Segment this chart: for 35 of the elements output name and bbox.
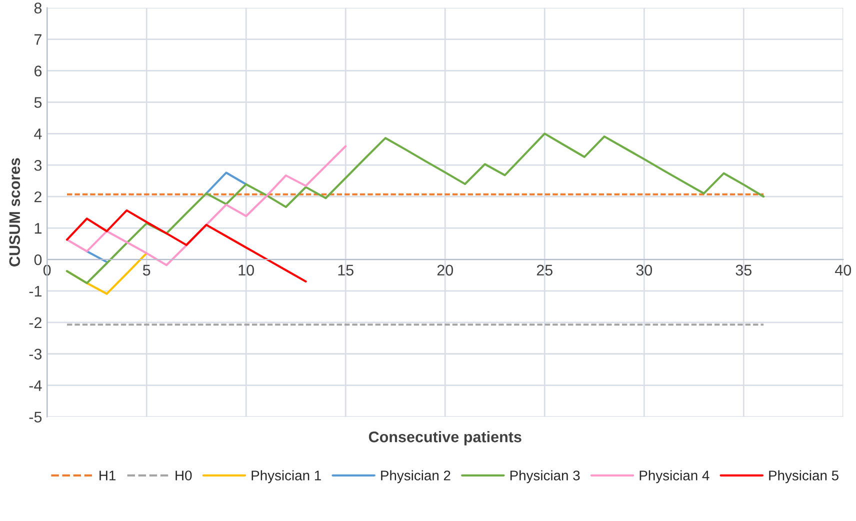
- x-tick-label: 25: [536, 264, 552, 276]
- x-tick-label: 10: [238, 264, 254, 276]
- x-tick-label: 5: [142, 264, 150, 276]
- y-tick-label: 7: [34, 34, 42, 45]
- y-tick-label: -3: [29, 348, 42, 360]
- x-tick-label: 15: [338, 264, 354, 276]
- legend-label: Physician 2: [381, 470, 450, 484]
- y-tick-label: 6: [34, 66, 42, 76]
- y-tick-label: -2: [29, 317, 42, 328]
- y-tick-label: 3: [34, 160, 42, 171]
- legend-label: Physician 3: [510, 470, 580, 484]
- legend-label: H0: [176, 470, 192, 480]
- legend-label: Physician 4: [640, 470, 710, 484]
- y-tick-label: -4: [29, 380, 42, 391]
- y-tick-label: 2: [34, 191, 42, 202]
- line-series: [66, 145, 347, 266]
- y-axis-title: CUSUM scores: [9, 158, 20, 266]
- y-tick-label: -5: [29, 412, 42, 422]
- line-series: [66, 132, 765, 284]
- x-tick-label: 20: [437, 264, 454, 276]
- x-tick-label: 40: [835, 264, 852, 276]
- y-tick-label: 0: [34, 254, 42, 266]
- y-tick-label: 1: [34, 223, 42, 234]
- x-axis-title: Consecutive patients: [368, 431, 522, 446]
- x-tick-label: 35: [736, 264, 752, 276]
- y-tick-label: 8: [34, 2, 42, 14]
- line-series: [66, 209, 307, 283]
- legend-label: H1: [100, 470, 116, 480]
- legend-label: Physician 1: [252, 470, 321, 484]
- legend-label: Physician 5: [769, 470, 838, 484]
- y-tick-label: 5: [34, 97, 42, 108]
- x-tick-label: 0: [43, 264, 51, 276]
- y-tick-label: -1: [29, 286, 42, 296]
- x-tick-label: 30: [636, 264, 652, 276]
- y-tick-label: 4: [34, 128, 42, 140]
